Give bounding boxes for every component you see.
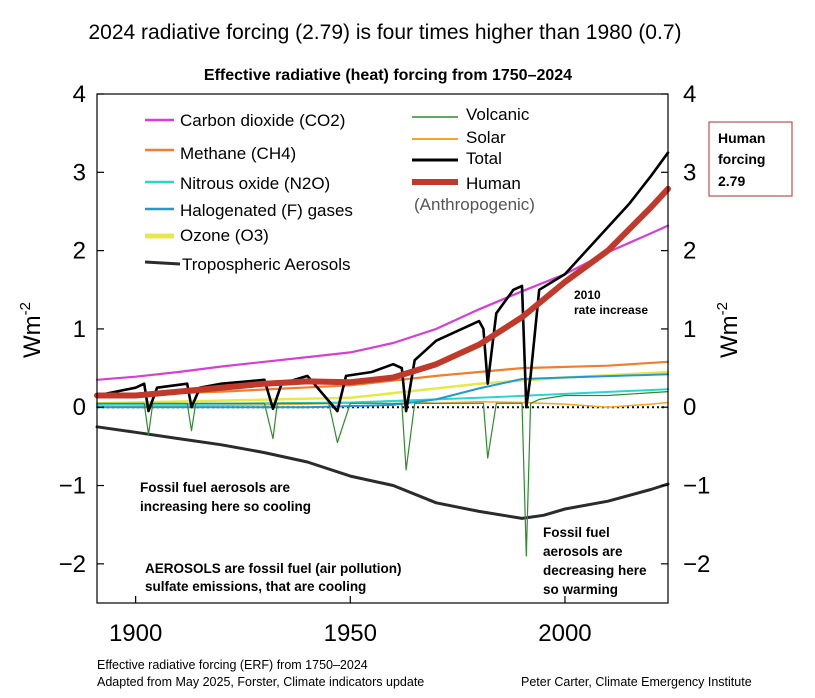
- callout-line-1: Human: [718, 130, 765, 146]
- legend-label-volcanic: Volcanic: [466, 105, 530, 124]
- annotation-rate-increase: rate increase: [574, 303, 648, 317]
- legend-label-n2o: Nitrous oxide (N2O): [180, 174, 330, 193]
- legend-label-o3: Ozone (O3): [180, 226, 269, 245]
- x-tick-label: 1950: [324, 620, 377, 647]
- annotation-rate-increase-year: 2010: [574, 288, 601, 302]
- series-line-solar: [96, 400, 669, 408]
- y-tick-label-left: −2: [59, 551, 86, 578]
- y-tick-label-left: −1: [59, 473, 86, 500]
- footer-line-1: Effective radiative forcing (ERF) from 1…: [97, 658, 368, 672]
- plot-frame: [96, 93, 669, 604]
- annotation-cooling-line-2: increasing here so cooling: [140, 499, 311, 514]
- callout-box: [708, 121, 793, 197]
- annotation-aerosols-line-1: AEROSOLS are fossil fuel (air pollution): [145, 561, 402, 576]
- legend-label-co2: Carbon dioxide (CO2): [180, 111, 345, 130]
- y-tick-label-left: 4: [73, 81, 86, 108]
- y-axis-label-right-exp: -2: [714, 302, 731, 315]
- y-tick-label-right: −1: [683, 473, 710, 500]
- legend-label-solar: Solar: [466, 128, 506, 147]
- callout-line-2: forcing: [718, 151, 765, 167]
- callout-line-3: 2.79: [718, 173, 745, 189]
- y-tick-label-right: 4: [683, 81, 696, 108]
- y-tick-label-right: 0: [683, 394, 696, 421]
- y-tick-label-right: 1: [683, 316, 696, 343]
- annotation-warming-line-2: aerosols are: [543, 544, 623, 559]
- series-line-volcanic: [96, 391, 669, 557]
- headline: 2024 radiative forcing (2.79) is four ti…: [89, 21, 682, 44]
- y-axis-label-left-base: Wm: [19, 315, 46, 358]
- svg-text:Wm-2: Wm-2: [17, 302, 46, 358]
- series-line-f-gases: [96, 373, 669, 409]
- footer-credit: Peter Carter, Climate Emergency Institut…: [521, 675, 752, 689]
- x-tick-label: 2000: [538, 620, 591, 647]
- svg-text:Wm-2: Wm-2: [714, 302, 743, 358]
- y-tick-label-left: 0: [73, 394, 86, 421]
- legend-swatch-aerosols: [144, 260, 181, 266]
- y-axis-label-left-exp: -2: [17, 302, 34, 315]
- series-line-ch4: [95, 360, 670, 397]
- legend-label-human-sub: (Anthropogenic): [414, 195, 535, 214]
- legend-label-human: Human: [466, 174, 521, 193]
- annotation-warming-line-1: Fossil fuel: [543, 525, 610, 540]
- y-axis-label-left: Wm-2: [17, 302, 46, 358]
- y-axis-label-right: Wm-2: [714, 302, 743, 358]
- y-tick-label-right: −2: [683, 551, 710, 578]
- series-line-n2o: [96, 388, 669, 406]
- series-line-human: [94, 185, 671, 399]
- y-axis-label-right-base: Wm: [716, 315, 743, 358]
- annotation-aerosols-line-2: sulfate emissions, that are cooling: [145, 579, 366, 594]
- x-tick-label: 1900: [109, 620, 162, 647]
- y-tick-label-right: 3: [683, 159, 696, 186]
- y-tick-label-right: 2: [683, 238, 696, 265]
- series-line-total: [95, 151, 670, 413]
- annotation-warming-line-4: so warming: [543, 582, 618, 597]
- legend: Carbon dioxide (CO2) Methane (CH4) Nitro…: [144, 105, 535, 274]
- chart-title: Effective radiative (heat) forcing from …: [204, 67, 572, 84]
- annotation-warming-line-3: decreasing here: [543, 563, 647, 578]
- legend-label-total: Total: [466, 149, 502, 168]
- legend-label-aerosols: Tropospheric Aerosols: [182, 255, 351, 274]
- y-tick-label-left: 3: [73, 159, 86, 186]
- human-forcing-callout: Human forcing 2.79: [708, 121, 793, 197]
- annotation-cooling-line-1: Fossil fuel aerosols are: [140, 480, 291, 495]
- y-tick-label-left: 2: [73, 238, 86, 265]
- series-line-aerosols: [95, 425, 670, 520]
- y-tick-label-left: 1: [73, 316, 86, 343]
- legend-label-f-gases: Halogenated (F) gases: [180, 201, 353, 220]
- legend-label-ch4: Methane (CH4): [180, 144, 296, 163]
- footer-line-2: Adapted from May 2025, Forster, Climate …: [97, 675, 424, 689]
